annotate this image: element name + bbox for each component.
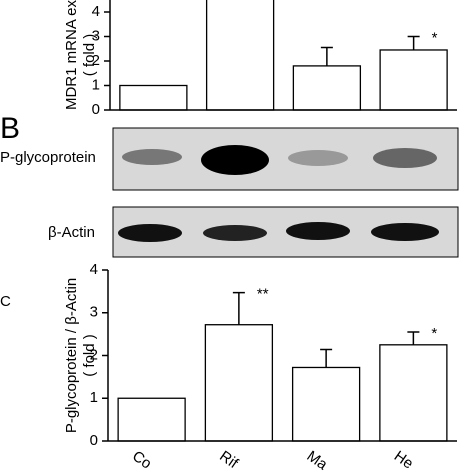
band bbox=[201, 145, 269, 175]
x-tick-label: He bbox=[391, 448, 416, 473]
y-tick-label: 1 bbox=[92, 76, 100, 93]
y-axis-unit: ( fold ) bbox=[81, 34, 98, 77]
x-tick-label: Co bbox=[129, 448, 154, 473]
bar bbox=[379, 49, 448, 111]
bar bbox=[119, 84, 188, 111]
significance: * bbox=[431, 325, 437, 342]
y-tick-label: 3 bbox=[90, 304, 98, 321]
y-axis-unit: ( fold ) bbox=[81, 334, 98, 377]
band bbox=[203, 225, 267, 241]
panel-label: C bbox=[0, 293, 11, 310]
significance: ** bbox=[257, 286, 269, 303]
error-bar bbox=[232, 291, 245, 325]
error-bar bbox=[320, 348, 333, 368]
bar bbox=[292, 65, 362, 111]
band bbox=[288, 150, 348, 166]
band bbox=[373, 148, 437, 168]
y-tick-label: 4 bbox=[92, 3, 100, 20]
y-axis-label: MDR1 mRNA ex bbox=[63, 0, 80, 110]
y-tick-label: 0 bbox=[90, 432, 98, 449]
x-tick-label: Ma bbox=[304, 448, 331, 474]
bar bbox=[204, 324, 274, 442]
y-tick-label: 3 bbox=[92, 27, 100, 44]
significance: * bbox=[432, 29, 438, 46]
bar bbox=[291, 366, 361, 442]
band bbox=[371, 223, 439, 241]
bar bbox=[117, 397, 186, 442]
y-tick-label: 2 bbox=[90, 346, 98, 363]
band bbox=[118, 224, 182, 242]
y-tick-label: 0 bbox=[92, 101, 100, 118]
bar bbox=[205, 0, 275, 111]
band bbox=[286, 222, 350, 240]
error-bar bbox=[320, 46, 333, 66]
blot-label: P-glycoprotein bbox=[0, 149, 96, 166]
x-tick-label: Rif bbox=[216, 448, 241, 473]
bar bbox=[379, 344, 448, 442]
error-bar bbox=[407, 331, 420, 345]
y-tick-label: 2 bbox=[92, 52, 100, 69]
y-tick-label: 1 bbox=[90, 389, 98, 406]
error-bar bbox=[407, 35, 420, 50]
panel-label: B bbox=[0, 112, 20, 145]
blot-label: β-Actin bbox=[48, 224, 95, 241]
y-axis-label: P-glycoprotein / β-Actin bbox=[63, 278, 80, 433]
y-tick-label: 4 bbox=[90, 261, 98, 278]
band bbox=[122, 149, 182, 165]
